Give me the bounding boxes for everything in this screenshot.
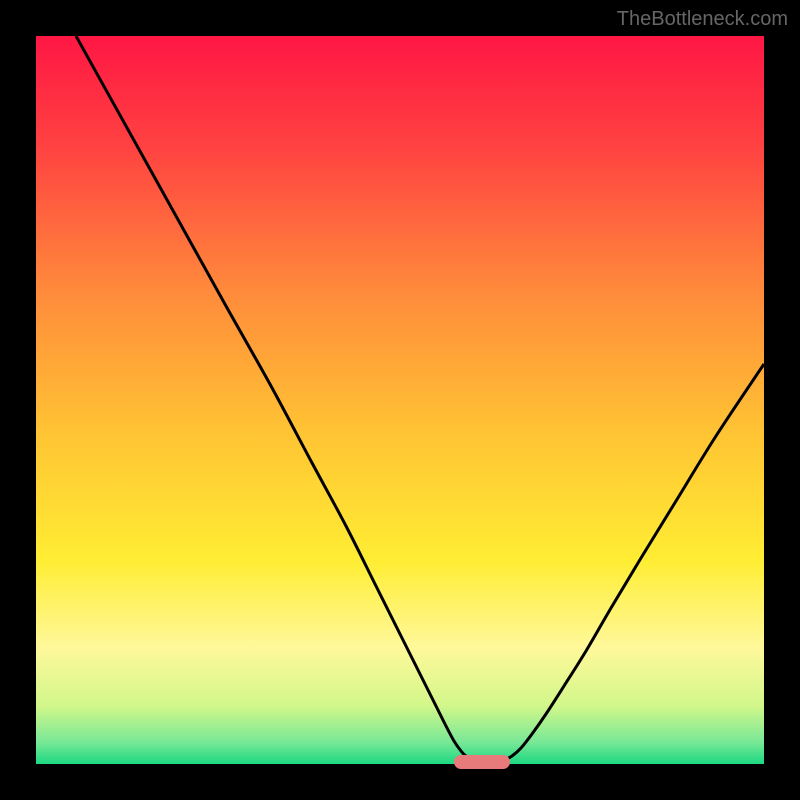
bottleneck-curve — [36, 36, 764, 764]
plot-area — [36, 36, 764, 764]
optimal-marker — [454, 755, 510, 769]
watermark-text: TheBottleneck.com — [617, 8, 788, 31]
